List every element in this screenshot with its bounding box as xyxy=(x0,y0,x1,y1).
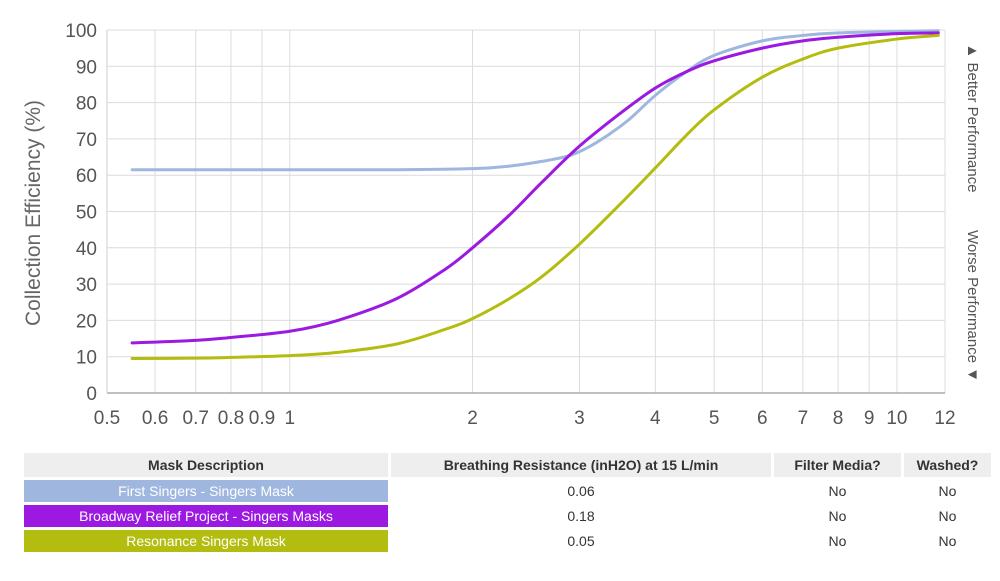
y-tick-label: 80 xyxy=(76,94,97,115)
x-tick-label: 10 xyxy=(886,408,907,429)
x-tick-label: 1 xyxy=(284,408,295,429)
header-washed: Washed? xyxy=(904,453,994,477)
x-tick-label: 12 xyxy=(934,408,955,429)
x-tick-label: 4 xyxy=(650,408,661,429)
x-tick-label: 7 xyxy=(798,408,809,429)
x-tick-label: 9 xyxy=(864,408,875,429)
header-mask-description: Mask Description xyxy=(24,453,391,477)
table-row: Broadway Relief Project - Singers Masks … xyxy=(24,505,994,527)
resistance-cell: 0.06 xyxy=(391,480,774,502)
x-tick-label: 2 xyxy=(467,408,478,429)
mask-description-cell: Resonance Singers Mask xyxy=(24,530,391,552)
filter-media-cell: No xyxy=(774,505,904,527)
x-tick-label: 0.7 xyxy=(183,408,209,429)
y-tick-label: 100 xyxy=(65,21,97,42)
x-tick-label: 0.5 xyxy=(94,408,120,429)
y-tick-label: 10 xyxy=(76,348,97,369)
mask-description-cell: Broadway Relief Project - Singers Masks xyxy=(24,505,391,527)
y-tick-label: 20 xyxy=(76,311,97,332)
mask-legend-table: Mask Description Breathing Resistance (i… xyxy=(24,450,994,555)
y-tick-label: 30 xyxy=(76,275,97,296)
series-line-1 xyxy=(130,29,940,172)
better-performance-label: ▲ Better Performance xyxy=(964,43,981,192)
washed-cell: No xyxy=(904,530,994,552)
y-tick-label: 50 xyxy=(76,203,97,224)
filter-media-cell: No xyxy=(774,480,904,502)
series-line-3 xyxy=(130,33,940,361)
x-tick-label: 8 xyxy=(833,408,844,429)
x-tick-label: 0.9 xyxy=(249,408,275,429)
y-tick-label: 60 xyxy=(76,166,97,187)
x-tick-label: 6 xyxy=(757,408,768,429)
x-tick-label: 0.8 xyxy=(218,408,244,429)
x-tick-label: 3 xyxy=(574,408,585,429)
y-tick-label: 40 xyxy=(76,239,97,260)
series-line-2 xyxy=(130,31,940,345)
resistance-cell: 0.05 xyxy=(391,530,774,552)
table-row: First Singers - Singers Mask 0.06 No No xyxy=(24,480,994,502)
y-tick-label: 70 xyxy=(76,130,97,151)
x-tick-label: 0.6 xyxy=(142,408,168,429)
filter-media-cell: No xyxy=(774,530,904,552)
y-axis-title: Collection Efficiency (%) xyxy=(22,100,45,326)
chart-series xyxy=(130,29,940,361)
worse-performance-label: Worse Performance ▼ xyxy=(964,230,981,382)
header-filter-media: Filter Media? xyxy=(774,453,904,477)
table-header-row: Mask Description Breathing Resistance (i… xyxy=(24,453,994,477)
resistance-cell: 0.18 xyxy=(391,505,774,527)
mask-description-cell: First Singers - Singers Mask xyxy=(24,480,391,502)
washed-cell: No xyxy=(904,505,994,527)
washed-cell: No xyxy=(904,480,994,502)
header-breathing-resistance: Breathing Resistance (inH2O) at 15 L/min xyxy=(391,453,774,477)
x-tick-label: 5 xyxy=(709,408,720,429)
table-row: Resonance Singers Mask 0.05 No No xyxy=(24,530,994,552)
y-tick-label: 0 xyxy=(86,384,97,405)
y-tick-label: 90 xyxy=(76,57,97,78)
